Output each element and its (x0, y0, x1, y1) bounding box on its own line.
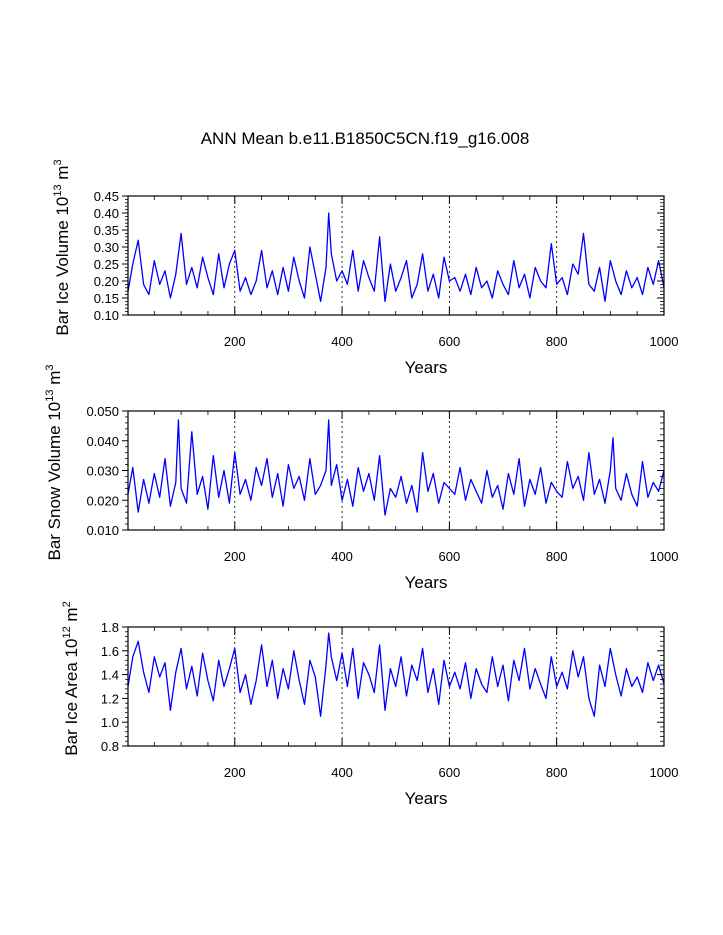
y-tick-label: 1.8 (101, 620, 119, 635)
y-axis-label: Bar Ice Area 1012 m2 (61, 601, 81, 755)
y-tick-label: 0.25 (94, 257, 119, 272)
x-tick-label: 400 (331, 334, 353, 349)
y-tick-label: 1.6 (101, 644, 119, 659)
panel-1: 200 400 600 800 1000 0.10 0.15 0.20 0.25 0.30 0.35… (52, 159, 678, 377)
y-tick-label: 0.30 (94, 240, 119, 255)
x-tick-label: 400 (331, 549, 353, 564)
y-axis-label: Bar Snow Volume 1013 m3 (44, 364, 64, 560)
y-tick-label: 0.35 (94, 223, 119, 238)
plot-frame (127, 410, 665, 531)
x-tick-label: 1000 (650, 334, 679, 349)
x-tick-label: 200 (224, 334, 246, 349)
x-tick-label: 800 (546, 334, 568, 349)
x-tick-label: 400 (331, 765, 353, 780)
y-tick-label: 0.15 (94, 291, 119, 306)
y-tick-label: 1.4 (101, 668, 119, 683)
y-tick-label: 0.050 (86, 404, 119, 419)
series-line (127, 419, 665, 516)
panel-2: 200 400 600 800 1000 0.010 0.020 0.030 0.040 0.05… (44, 364, 678, 592)
x-tick-label: 800 (546, 549, 568, 564)
y-tick-label: 0.45 (94, 189, 119, 204)
x-tick-label: 600 (439, 334, 461, 349)
plot-frame (127, 195, 665, 316)
y-tick-label: 0.40 (94, 206, 119, 221)
y-tick-label: 1.0 (101, 715, 119, 730)
y-tick-label: 0.010 (86, 523, 119, 538)
x-tick-label: 1000 (650, 549, 679, 564)
y-tick-label: 0.040 (86, 434, 119, 449)
x-axis-label: Years (405, 358, 448, 377)
x-tick-label: 200 (224, 765, 246, 780)
x-axis-label: Years (405, 573, 448, 592)
y-tick-label: 0.8 (101, 739, 119, 754)
series-line (127, 632, 665, 717)
x-axis-label: Years (405, 789, 448, 808)
y-axis-label: Bar Ice Volume 1013 m3 (52, 159, 72, 335)
y-tick-label: 0.20 (94, 274, 119, 289)
y-tick-label: 0.020 (86, 493, 119, 508)
x-tick-label: 1000 (650, 765, 679, 780)
panel-3: 200 400 600 800 1000 0.8 1.0 1.2 1.4 1.6 1.8 Years B… (61, 601, 678, 808)
figure-title: ANN Mean b.e11.B1850C5CN.f19_g16.008 (201, 129, 530, 148)
series-line (127, 212, 665, 303)
x-tick-label: 600 (439, 549, 461, 564)
y-tick-label: 0.030 (86, 464, 119, 479)
y-tick-label: 1.2 (101, 691, 119, 706)
x-tick-label: 800 (546, 765, 568, 780)
x-tick-label: 600 (439, 765, 461, 780)
x-tick-label: 200 (224, 549, 246, 564)
y-tick-label: 0.10 (94, 308, 119, 323)
